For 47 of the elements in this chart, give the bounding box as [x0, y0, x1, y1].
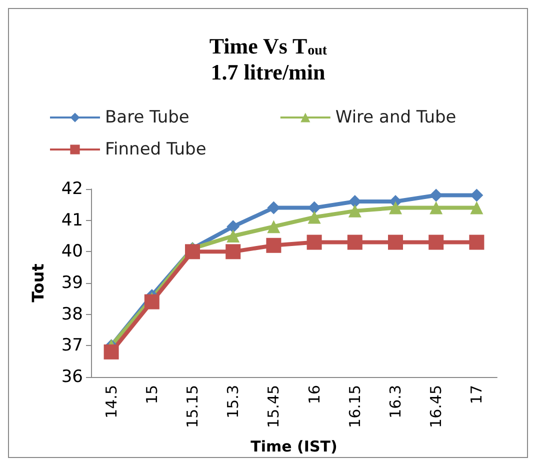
- point: [347, 234, 362, 250]
- x-tick-label: 14.5: [102, 385, 120, 418]
- point: [226, 230, 240, 242]
- y-axis-title: Tout: [28, 263, 48, 302]
- point: [428, 234, 444, 250]
- x-tick-label: 16: [305, 385, 324, 404]
- point: [470, 201, 484, 214]
- point: [185, 244, 200, 260]
- chart-title: Time Vs Tout: [209, 34, 328, 58]
- point: [144, 294, 160, 310]
- x-tick-label: 15.3: [224, 385, 242, 418]
- point: [267, 201, 280, 214]
- x-tick-label: 16.15: [346, 385, 364, 428]
- x-tick-label: 15: [142, 385, 161, 404]
- x-axis-title: Time (IST): [250, 438, 338, 456]
- point: [469, 234, 484, 250]
- x-tick-label: 16.45: [427, 385, 446, 428]
- x-tick-label: 16.3: [386, 385, 404, 418]
- point: [430, 201, 443, 214]
- point: [308, 201, 321, 214]
- y-tick-label: 38: [61, 304, 83, 324]
- x-tick-label: 17: [468, 385, 486, 404]
- point: [430, 188, 443, 202]
- y-tick-label: 40: [61, 242, 83, 262]
- legend-label: Bare Tube: [105, 108, 190, 128]
- point: [389, 201, 402, 214]
- x-tick-label: 15.45: [264, 385, 283, 428]
- y-tick-label: 42: [61, 179, 83, 199]
- y-tick-label: 37: [61, 336, 83, 356]
- legend-label: Wire and Tube: [335, 108, 456, 128]
- point: [266, 238, 282, 253]
- y-tick-label: 39: [61, 273, 83, 293]
- point: [267, 220, 280, 234]
- y-tick-label: 36: [61, 367, 83, 387]
- chart-subtitle: 1.7 litre/min: [210, 60, 326, 84]
- point: [348, 195, 362, 208]
- point: [226, 220, 240, 234]
- point: [306, 234, 322, 250]
- y-tick-label: 41: [61, 210, 83, 230]
- point: [226, 244, 241, 260]
- legend-label: Finned Tube: [105, 140, 206, 160]
- point: [470, 188, 484, 202]
- point: [388, 234, 403, 250]
- x-tick-label: 15.15: [184, 385, 202, 428]
- point: [104, 344, 119, 360]
- point: [348, 204, 362, 218]
- point: [308, 210, 321, 224]
